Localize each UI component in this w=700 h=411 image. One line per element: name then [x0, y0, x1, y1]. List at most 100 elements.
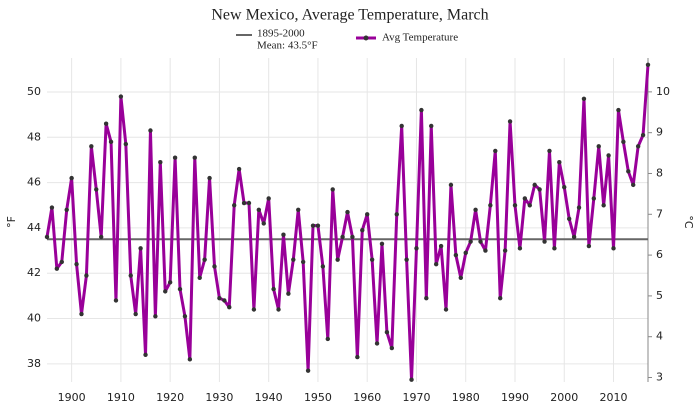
data-point — [163, 289, 168, 294]
data-point — [217, 295, 222, 301]
y2-tick-label: 6 — [656, 248, 663, 261]
data-point — [158, 160, 163, 165]
y-tick-label: 46 — [27, 176, 41, 189]
data-point — [463, 250, 468, 256]
data-point — [167, 280, 173, 285]
data-point — [246, 200, 252, 206]
plot-area — [47, 58, 648, 382]
x-tick-label: 1970 — [402, 391, 430, 404]
x-tick-label: 1940 — [255, 391, 283, 404]
y-tick-label: 44 — [27, 221, 41, 234]
data-point — [493, 148, 498, 154]
data-point — [453, 252, 459, 258]
y-tick-label: 38 — [27, 357, 41, 370]
y-tick-label: 42 — [27, 266, 41, 279]
data-point — [645, 62, 651, 67]
data-point — [143, 352, 148, 358]
data-point — [153, 314, 158, 319]
y2-tick-label: 7 — [656, 207, 663, 220]
data-point — [94, 187, 99, 192]
data-point — [241, 200, 247, 206]
data-point — [409, 377, 414, 382]
data-point — [616, 107, 621, 113]
data-point — [562, 184, 567, 190]
data-point — [335, 257, 340, 262]
y-axis-label: °F — [5, 216, 18, 228]
data-point — [236, 166, 242, 172]
data-point — [483, 248, 488, 253]
data-point — [404, 257, 409, 262]
data-point — [350, 234, 355, 240]
data-point — [310, 223, 316, 228]
data-point — [360, 227, 365, 233]
data-point — [266, 196, 271, 201]
data-point — [507, 119, 513, 124]
data-point — [522, 196, 528, 201]
y2-tick-label: 10 — [656, 85, 670, 98]
data-point — [261, 221, 266, 226]
data-point — [222, 298, 227, 303]
data-point — [473, 207, 478, 213]
data-point — [118, 94, 124, 99]
data-point — [202, 257, 207, 262]
data-point — [59, 259, 64, 265]
data-point — [69, 175, 74, 181]
data-point — [44, 234, 50, 240]
data-point — [296, 207, 301, 213]
data-point — [631, 182, 636, 188]
data-point — [596, 144, 601, 149]
y-tick-label: 50 — [27, 85, 41, 98]
data-point — [640, 132, 646, 138]
data-point — [389, 345, 395, 351]
data-point — [108, 139, 114, 145]
data-point — [419, 107, 424, 113]
x-tick-label: 1920 — [156, 391, 184, 404]
x-tick-label: 1990 — [501, 391, 529, 404]
legend-mean-label: Mean: 43.5°F — [257, 40, 318, 52]
data-point — [79, 311, 84, 317]
data-point — [394, 212, 399, 217]
data-point — [300, 259, 306, 265]
data-point — [458, 275, 464, 280]
data-point — [54, 266, 60, 271]
x-tick-label: 2010 — [600, 391, 628, 404]
data-point — [113, 298, 119, 303]
data-point — [374, 341, 380, 346]
data-point — [320, 264, 326, 269]
data-point — [182, 314, 188, 319]
data-point — [74, 261, 79, 267]
data-point — [557, 160, 562, 165]
data-point — [98, 234, 104, 240]
data-point — [325, 336, 330, 342]
y2-tick-label: 9 — [656, 126, 663, 139]
data-point — [517, 246, 523, 251]
data-point — [414, 246, 419, 251]
y-tick-label: 40 — [27, 312, 41, 325]
data-point — [172, 155, 178, 160]
data-point — [606, 153, 611, 158]
data-point — [591, 196, 597, 201]
data-point — [177, 286, 183, 292]
data-point — [512, 203, 518, 208]
data-point — [64, 207, 69, 213]
data-point — [537, 187, 542, 192]
data-point — [212, 264, 217, 269]
data-point — [207, 175, 212, 181]
data-point — [478, 239, 483, 244]
data-point — [271, 286, 276, 292]
data-point — [148, 128, 153, 133]
data-point — [133, 311, 138, 317]
data-point — [502, 248, 508, 253]
data-point — [498, 295, 503, 301]
data-point — [138, 246, 143, 251]
data-point — [84, 273, 89, 278]
legend-series-marker — [363, 35, 369, 41]
data-point — [542, 239, 547, 244]
data-point — [384, 329, 390, 335]
x-tick-label: 1980 — [452, 391, 480, 404]
data-point — [433, 261, 439, 267]
legend-series-name: Avg Temperature — [382, 32, 458, 44]
data-point — [256, 207, 262, 213]
data-point — [448, 182, 454, 188]
data-point — [566, 216, 572, 222]
